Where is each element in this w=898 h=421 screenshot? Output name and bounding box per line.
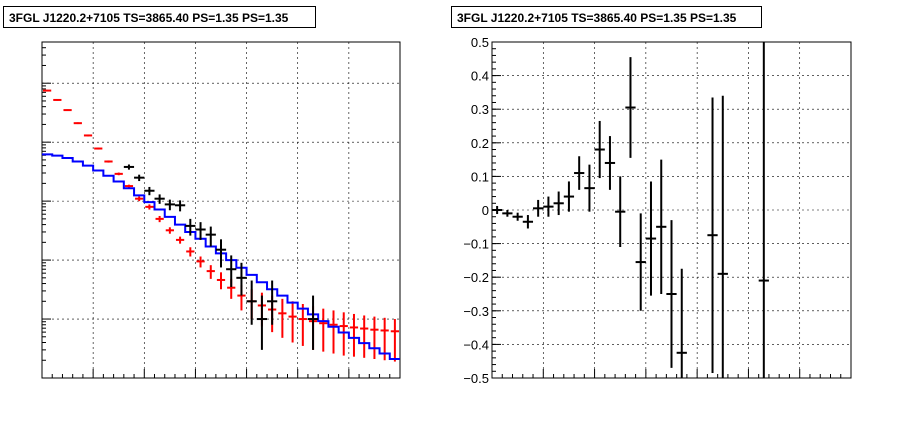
y-tick-label: −0.5 [463,371,489,386]
y-tick-label: −0.2 [463,270,489,285]
y-tick-label: −0.4 [463,337,489,352]
y-tick-label: 0.4 [471,69,489,84]
residuals-panel: −0.5 −0.4 −0.3 −0.2 −0.1 0 0.1 0.2 0.3 0.4 0.5 [463,35,852,386]
y-tick-label: −0.1 [463,237,489,252]
y-tick-label: 0.5 [471,35,489,50]
plot-frame [41,41,401,379]
left-chart-title: 3FGL J1220.2+7105 TS=3865.40 PS=1.35 PS=… [3,6,316,28]
y-tick-label: 0.3 [471,102,489,117]
right-chart-title: 3FGL J1220.2+7105 TS=3865.40 PS=1.35 PS=… [451,6,762,28]
y-tick-label: 0.1 [471,169,489,184]
y-tick-label: 0.2 [471,136,489,151]
y-tick-label: −0.3 [463,304,489,319]
counts-spectrum-panel [41,41,401,379]
y-tick-label: 0 [482,203,489,218]
